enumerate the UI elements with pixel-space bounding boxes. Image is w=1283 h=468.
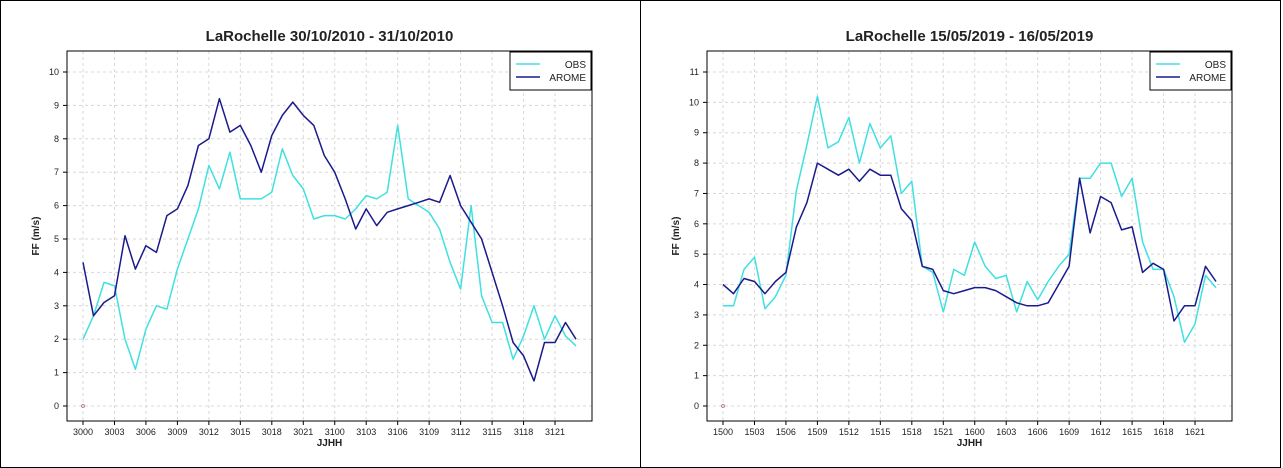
x-tick-label: 3006 [136, 427, 156, 437]
chart-title: LaRochelle 15/05/2019 - 16/05/2019 [846, 28, 1094, 45]
x-tick-label: 1603 [996, 427, 1016, 437]
series-line-obs [723, 95, 1217, 343]
y-tick-label: 3 [694, 310, 699, 320]
legend-label-obs: OBS [1205, 60, 1226, 71]
y-axis-label: FF (m/s) [671, 217, 682, 256]
x-tick-label: 3115 [482, 427, 501, 437]
y-axis-label: FF (m/s) [31, 217, 42, 256]
series-line-arome [82, 97, 577, 382]
chart-panel-2: 0 1 2 3 4 5 6 7 8 9 10 11 1500 1503 1506 1509 1512 1515 15… [640, 0, 1281, 468]
x-tick-label: 1503 [744, 427, 764, 437]
x-tick-label: 3000 [73, 427, 93, 437]
series-line-arome [722, 162, 1217, 322]
x-tick-label: 1615 [1122, 427, 1142, 437]
y-tick-label: 1 [694, 371, 699, 381]
y-tick-label: 8 [54, 134, 59, 144]
x-tick-label: 1606 [1028, 427, 1048, 437]
series-line-obs [82, 124, 577, 371]
x-tick-label: 3103 [356, 427, 376, 437]
y-tick-label: 11 [690, 67, 699, 77]
x-tick-label: 3018 [262, 427, 282, 437]
x-axis-label: JJHH [317, 438, 343, 449]
x-tick-label: 1500 [713, 427, 733, 437]
plot-frame [706, 50, 1233, 422]
y-tick-label: 1 [54, 368, 59, 378]
x-axis-label: JJHH [957, 438, 983, 449]
x-tick-label: 1509 [807, 427, 827, 437]
x-tick-label: 1518 [902, 427, 922, 437]
chart-panel-1: 0 1 2 3 4 5 6 7 8 9 10 3000 3003 3006 3009 3012 3015 3018… [0, 0, 641, 468]
x-tick-label: 3003 [104, 427, 124, 437]
plot-frame [66, 50, 593, 422]
legend-label-arome: AROME [1189, 73, 1226, 84]
x-tick-label: 1618 [1154, 427, 1174, 437]
y-tick-label: 10 [689, 97, 699, 107]
legend-label-arome: AROME [549, 73, 586, 84]
chart-1-svg: 0 1 2 3 4 5 6 7 8 9 10 3000 3003 3006 3009 3012 3015 3018… [31, 28, 593, 449]
chart-title: LaRochelle 30/10/2010 - 31/10/2010 [206, 28, 454, 45]
y-tick-label: 8 [694, 158, 699, 168]
x-tick-label: 3118 [514, 427, 533, 437]
y-tick-label: 7 [694, 188, 699, 198]
y-tick-label: 2 [694, 340, 699, 350]
x-tick-label: 1612 [1091, 427, 1111, 437]
x-tick-label: 3015 [230, 427, 250, 437]
y-tick-label: 3 [54, 301, 59, 311]
y-tick-label: 2 [54, 334, 59, 344]
chart-2-svg: 0 1 2 3 4 5 6 7 8 9 10 11 1500 1503 1506 1509 1512 1515 15… [671, 28, 1233, 449]
y-tick-label: 4 [694, 280, 699, 290]
y-tick-label: 5 [54, 234, 59, 244]
y-tick-label: 6 [54, 201, 59, 211]
x-tick-label: 1512 [839, 427, 859, 437]
x-tick-label: 3100 [325, 427, 345, 437]
x-tick-label: 1600 [965, 427, 985, 437]
y-tick-label: 4 [54, 267, 59, 277]
x-tick-label: 3109 [419, 427, 439, 437]
x-tick-label: 3106 [388, 427, 408, 437]
x-tick-label: 1506 [776, 427, 796, 437]
y-tick-label: 9 [694, 128, 699, 138]
x-tick-label: 1609 [1059, 427, 1079, 437]
x-tick-label: 3121 [545, 427, 565, 437]
x-tick-label: 3009 [167, 427, 187, 437]
x-tick-label: 1521 [933, 427, 953, 437]
legend-box [509, 51, 592, 91]
y-tick-label: 10 [49, 67, 59, 77]
x-tick-label: 1515 [870, 427, 890, 437]
legend-box [1149, 51, 1232, 91]
origin-marker [721, 404, 725, 408]
y-tick-label: 0 [54, 401, 59, 411]
y-tick-label: 6 [694, 219, 699, 229]
x-tick-label: 3021 [293, 427, 313, 437]
x-tick-label: 3112 [451, 427, 470, 437]
x-tick-label: 3012 [199, 427, 219, 437]
y-tick-label: 0 [694, 401, 699, 411]
origin-marker [81, 404, 85, 408]
x-tick-label: 1621 [1185, 427, 1205, 437]
y-tick-label: 9 [54, 100, 59, 110]
y-tick-label: 5 [694, 249, 699, 259]
legend-label-obs: OBS [565, 60, 586, 71]
y-tick-label: 7 [54, 167, 59, 177]
